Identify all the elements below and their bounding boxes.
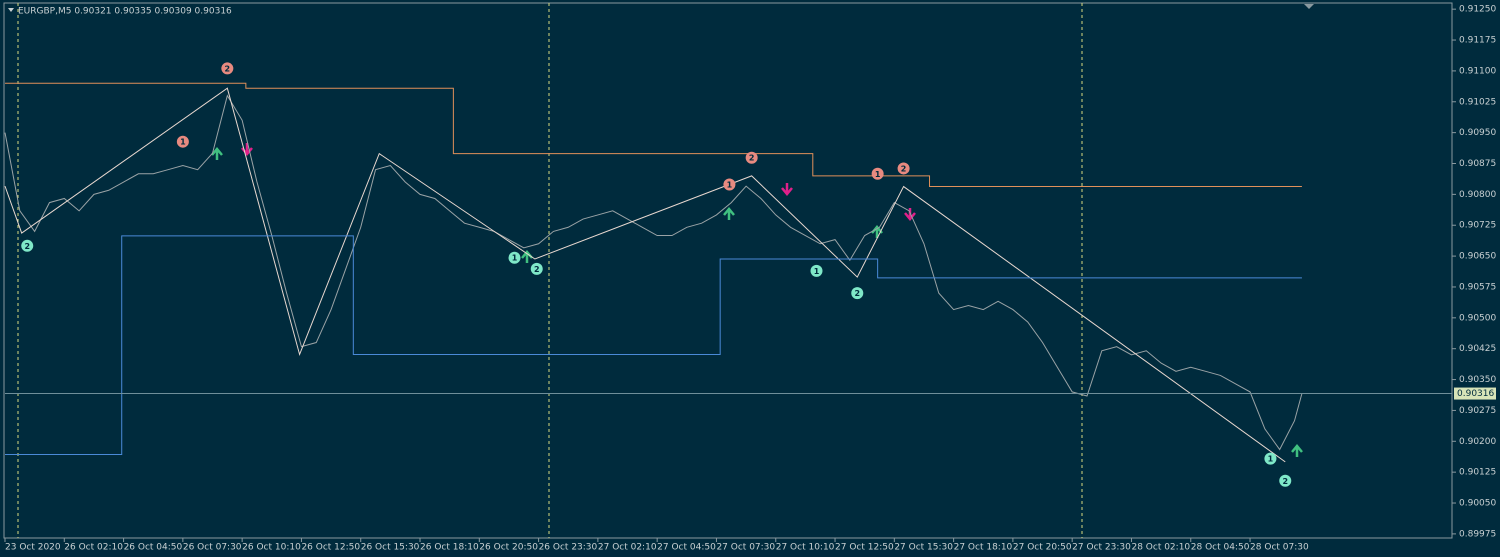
y-tick-label: 0.89975 [1459,529,1496,539]
wave-label: 1 [180,138,186,147]
y-tick-label: 0.90350 [1459,375,1496,385]
y-tick-label: 0.90725 [1459,221,1496,231]
x-tick-label: 27 Oct 02:10 [598,543,657,553]
y-tick-label: 0.90500 [1459,313,1496,323]
menu-arrow[interactable] [8,8,14,12]
wave-marker [897,162,910,175]
series-line [4,87,1286,463]
wave-label: 1 [814,267,820,276]
wave-marker [21,239,34,252]
plot-frame [3,2,1453,539]
x-tick-label: 26 Oct 23:30 [539,543,598,553]
wave-label: 1 [875,170,881,179]
x-tick-label: 23 Oct 2020 [5,543,61,553]
last-price-label: 0.90316 [1457,389,1494,399]
x-tick-label: 27 Oct 18:10 [954,543,1013,553]
y-tick-label: 0.91250 [1459,5,1496,15]
wave-label: 2 [854,289,860,298]
x-tick-label: 27 Oct 10:10 [776,543,835,553]
wave-marker [745,151,758,164]
x-tick-label: 26 Oct 04:50 [124,543,183,553]
wave-label: 1 [727,180,733,189]
y-tick-label: 0.90650 [1459,252,1496,262]
wave-marker [530,262,543,275]
y-tick-label: 0.90575 [1459,282,1496,292]
wave-marker [851,287,864,300]
wave-label: 2 [534,265,540,274]
wave-label: 2 [901,164,907,173]
wave-marker [1264,452,1277,465]
x-tick-label: 27 Oct 04:50 [657,543,716,553]
x-tick-label: 27 Oct 07:30 [716,543,775,553]
x-tick-label: 27 Oct 20:50 [1013,543,1072,553]
x-tick-label: 27 Oct 23:30 [1072,543,1131,553]
x-tick-label: 26 Oct 07:30 [183,543,242,553]
wave-label: 1 [512,254,518,263]
y-tick-label: 0.90125 [1459,468,1496,478]
wave-label: 1 [1268,455,1274,464]
x-tick-label: 27 Oct 12:50 [835,543,894,553]
chart-title: EURGBP,M5 0.90321 0.90335 0.90309 0.9031… [18,7,232,17]
series-line [5,82,1302,188]
last-price-box [1454,387,1496,400]
y-tick-label: 0.90800 [1459,190,1496,200]
wave-marker [1279,474,1292,487]
x-tick-label: 28 Oct 04:50 [1191,543,1250,553]
x-tick-label: 26 Oct 10:10 [242,543,301,553]
y-tick-label: 0.91100 [1459,66,1496,76]
y-tick-label: 0.91025 [1459,97,1496,107]
x-tick-label: 26 Oct 15:30 [361,543,420,553]
x-tick-label: 26 Oct 12:50 [301,543,360,553]
x-tick-label: 28 Oct 07:30 [1250,543,1309,553]
wave-marker [176,135,189,148]
y-tick-label: 0.90950 [1459,128,1496,138]
y-tick-label: 0.90050 [1459,499,1496,509]
x-tick-label: 26 Oct 02:10 [64,543,123,553]
wave-marker [723,178,736,191]
wave-marker [810,264,823,277]
x-tick-label: 26 Oct 18:10 [420,543,479,553]
x-tick-label: 26 Oct 20:50 [479,543,538,553]
x-tick-label: 28 Oct 02:10 [1131,543,1190,553]
x-tick-label: 27 Oct 15:30 [894,543,953,553]
wave-label: 2 [225,64,231,73]
series-line [5,235,1302,455]
y-tick-label: 0.90200 [1459,437,1496,447]
wave-marker [221,62,234,75]
wave-label: 2 [749,154,755,163]
wave-marker [508,251,521,264]
wave-label: 2 [24,242,30,251]
y-tick-label: 0.90875 [1459,159,1496,169]
y-tick-label: 0.91175 [1459,36,1496,46]
wave-marker [871,167,884,180]
wave-label: 2 [1282,477,1288,486]
series-line [4,94,1303,451]
shift-marker [1304,4,1314,9]
y-tick-label: 0.90275 [1459,406,1496,416]
signal-arrows [211,143,1303,457]
y-tick-label: 0.90425 [1459,344,1496,354]
